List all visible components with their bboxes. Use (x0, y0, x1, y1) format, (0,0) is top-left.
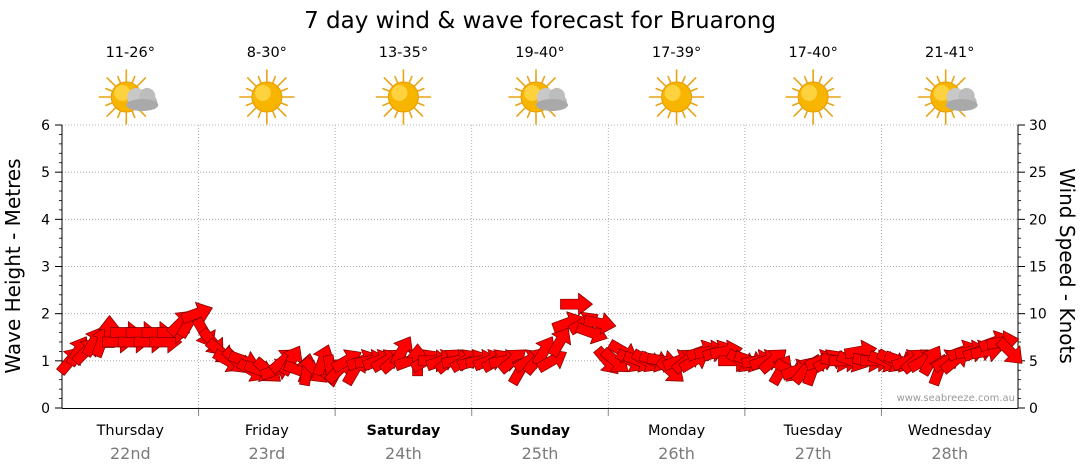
wind-arrow (547, 326, 572, 358)
y-tick-label-left: 3 (41, 260, 50, 276)
y-tick-label-left: 0 (41, 401, 50, 417)
day-name: Friday (245, 423, 289, 439)
y-tick-label-right: 10 (1029, 307, 1047, 323)
temperature-range: 13-35° (379, 45, 428, 61)
temperature-range: 17-39° (652, 45, 701, 61)
sunny-icon (375, 69, 432, 125)
day-forecast: 11-26° (98, 45, 159, 125)
day-name: Tuesday (783, 423, 843, 439)
temperature-range: 8-30° (247, 45, 287, 61)
y-tick-label-right: 20 (1029, 212, 1047, 228)
day-forecast: 21-41° (917, 45, 978, 125)
sunny-icon (785, 69, 841, 125)
day-date: 28th (931, 444, 968, 463)
y-tick-label-right: 15 (1029, 260, 1047, 276)
day-date: 24th (385, 444, 422, 463)
partly-cloudy-icon (508, 69, 568, 125)
wind-arrow (560, 292, 593, 316)
day-date: 25th (522, 444, 559, 463)
y-axis-label-right: Wind Speed - Knots (1055, 168, 1079, 364)
temperature-range: 21-41° (925, 45, 974, 61)
right-axis-ticks: 0 5 10 15 20 25 30 (1018, 118, 1047, 417)
chart-title: 7 day wind & wave forecast for Bruarong (304, 8, 776, 34)
temperature-range: 19-40° (515, 45, 564, 61)
y-tick-label-left: 6 (41, 118, 50, 134)
left-axis-ticks: 0 1 2 3 4 5 6 (41, 118, 62, 417)
temperature-range: 11-26° (106, 45, 155, 61)
wind-arrows (56, 292, 1023, 388)
credit-text: www.seabreeze.com.au (897, 393, 1015, 404)
day-forecast: 17-40° (785, 45, 841, 125)
y-tick-label-left: 5 (41, 165, 50, 181)
day-forecast: 13-35° (375, 45, 432, 125)
day-forecast: 8-30° (239, 45, 295, 125)
wind-arrow (918, 345, 943, 377)
partly-cloudy-icon (98, 69, 159, 125)
day-date: 23rd (248, 444, 285, 463)
day-axis-labels: Thursday 22nd Friday 23rd Saturday 24th Sunday… (96, 423, 993, 463)
day-name: Saturday (367, 423, 441, 439)
y-tick-label-left: 4 (41, 212, 50, 228)
sunny-icon (239, 69, 295, 125)
y-tick-label-left: 1 (41, 354, 50, 370)
wind-arrow (312, 344, 335, 377)
wind-arrow (583, 312, 617, 335)
day-name: Wednesday (908, 423, 992, 439)
day-forecast: 19-40° (508, 45, 568, 125)
y-axis-label-left: Wave Height - Metres (1, 158, 25, 373)
day-name: Monday (648, 423, 706, 439)
partly-cloudy-icon (917, 69, 978, 125)
day-date: 27th (795, 444, 832, 463)
day-name: Sunday (510, 423, 571, 439)
day-forecast: 17-39° (648, 45, 705, 125)
day-name: Thursday (96, 423, 165, 439)
y-tick-label-left: 2 (41, 307, 50, 323)
wind-arrow (180, 301, 213, 324)
y-tick-label-right: 5 (1029, 354, 1038, 370)
day-date: 26th (658, 444, 695, 463)
wind-arrow (995, 336, 1023, 364)
day-forecast-headers: 11-26° 8-30° 13-35° 19-40° 17-39° 17-40° 21-41… (98, 45, 978, 125)
sunny-icon (648, 69, 705, 125)
temperature-range: 17-40° (788, 45, 837, 61)
y-tick-label-right: 0 (1029, 401, 1038, 417)
y-tick-label-right: 25 (1029, 165, 1047, 181)
chart-grid (62, 124, 1018, 416)
y-tick-label-right: 30 (1029, 118, 1047, 134)
day-date: 22nd (110, 444, 151, 463)
